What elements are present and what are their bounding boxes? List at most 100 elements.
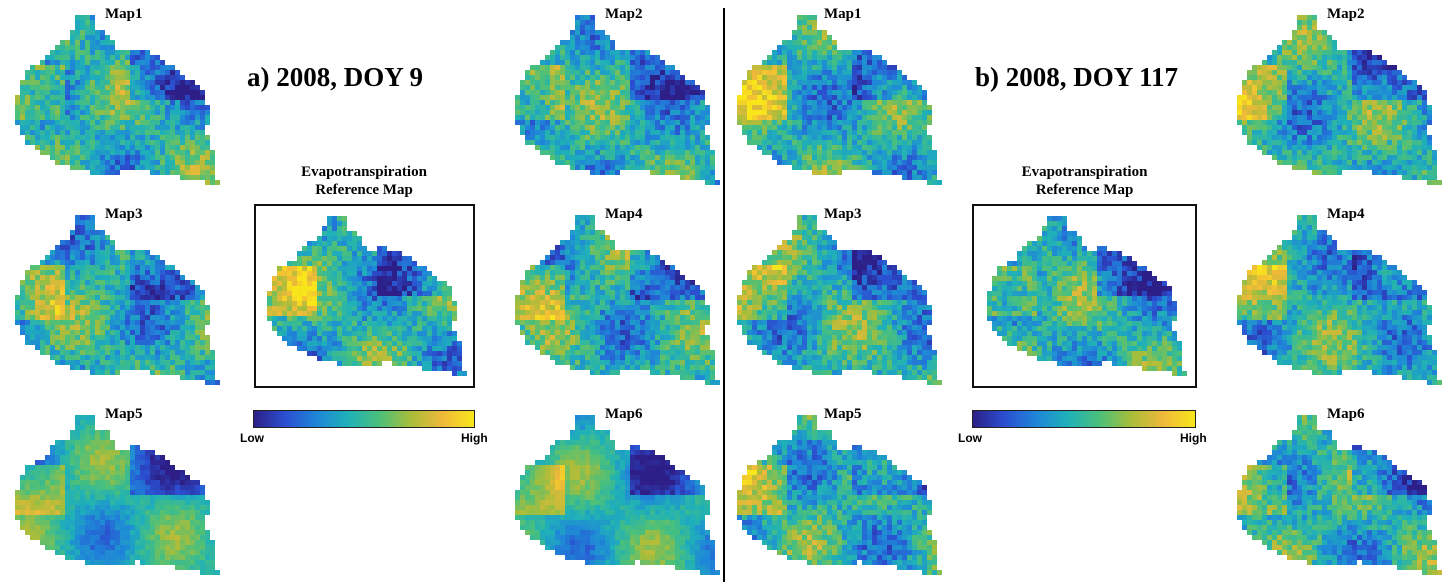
map-cell [105,245,110,250]
map-cell [590,310,595,315]
map-cell [165,490,170,495]
map-cell [40,75,45,80]
map-cell [555,335,560,340]
map-cell [585,430,590,435]
map-cell [75,20,80,25]
map-cell [580,340,585,345]
map-cell [60,445,65,450]
map-cell [195,510,200,515]
map-cell [45,455,50,460]
map-cell [575,350,580,355]
map-cell [20,110,25,115]
map-cell [25,275,30,280]
map-cell [170,465,175,470]
map-cell [100,485,105,490]
map-cell [545,350,550,355]
map-cell [565,140,570,145]
map-cell [675,75,680,80]
map-cell [540,340,545,345]
map-cell [145,535,150,540]
map-cell [635,270,640,275]
map-cell [65,110,70,115]
map-cell [20,315,25,320]
map-cell [620,325,625,330]
map-cell [55,80,60,85]
map-cell [185,505,190,510]
map-cell [155,105,160,110]
map-cell [140,100,145,105]
map-cell [530,510,535,515]
map-cell [110,335,115,340]
map-cell [65,130,70,135]
map-cell [110,100,115,105]
map-cell [65,295,70,300]
map-cell [190,80,195,85]
map-cell [55,340,60,345]
map-cell [615,150,620,155]
map-cell [595,335,600,340]
map-cell [680,170,685,175]
map-cell [125,255,130,260]
map-cell [195,310,200,315]
map-cell [200,345,205,350]
map-cell [85,350,90,355]
map-cell [605,50,610,55]
map-cell [590,435,595,440]
map-cell [100,280,105,285]
map-cell [130,450,135,455]
map-cell [585,505,590,510]
map-cell [540,315,545,320]
map-cell [670,475,675,480]
map-cell [90,335,95,340]
map-cell [580,275,585,280]
map-cell [650,315,655,320]
map-cell [650,75,655,80]
map-cell [530,495,535,500]
map-cell [590,500,595,505]
map-cell [170,280,175,285]
map-cell [145,280,150,285]
map-cell [665,310,670,315]
map-cell [85,70,90,75]
map-cell [560,520,565,525]
map-cell [680,370,685,375]
map-cell [45,60,50,65]
map-cell [545,490,550,495]
map-cell [610,110,615,115]
map-cell [585,225,590,230]
map-cell [140,50,145,55]
map-cell [55,530,60,535]
map-cell [625,315,630,320]
map-cell [550,355,555,360]
map-cell [30,290,35,295]
map-cell [695,520,700,525]
map-cell [555,75,560,80]
map-cell [540,145,545,150]
map-cell [535,340,540,345]
map-cell [95,450,100,455]
map-cell [80,25,85,30]
map-cell [100,75,105,80]
map-cell [85,315,90,320]
map-cell [130,355,135,360]
map-cell [205,360,210,365]
map-cell [95,365,100,370]
map-cell [520,505,525,510]
map-cell [165,155,170,160]
map-cell [640,105,645,110]
map-cell [645,355,650,360]
map-cell [155,160,160,165]
map-cell [550,460,555,465]
map-cell [665,160,670,165]
map-cell [110,475,115,480]
map-cell [45,75,50,80]
map-cell [110,345,115,350]
map-cell [175,170,180,175]
map-cell [85,75,90,80]
map-cell [530,305,535,310]
map-cell [145,470,150,475]
map-cell [120,135,125,140]
map-cell [205,535,210,540]
map-cell [155,490,160,495]
map-cell [550,350,555,355]
